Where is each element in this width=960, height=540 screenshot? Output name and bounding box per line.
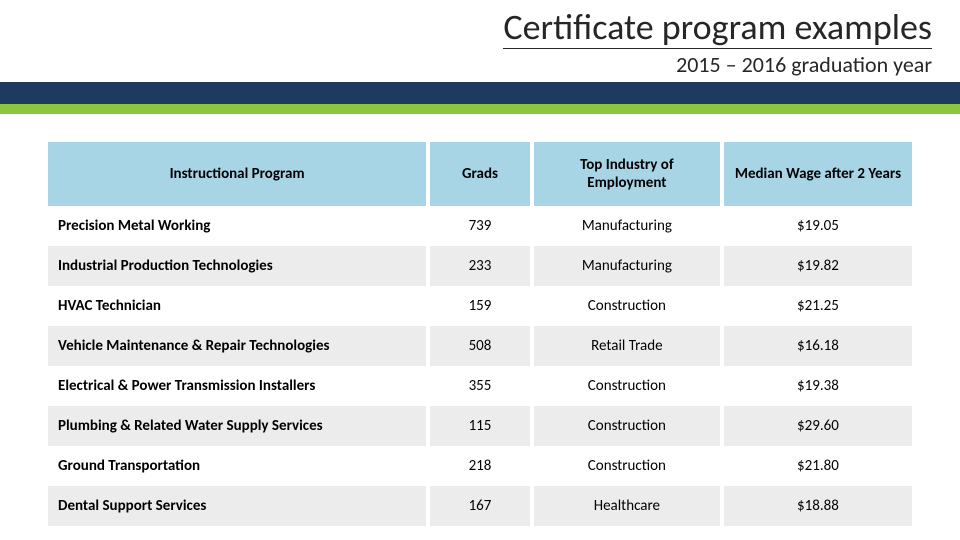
cell-program: Plumbing & Related Water Supply Services <box>48 406 428 446</box>
cell-grads: 739 <box>428 206 532 246</box>
table-row: Precision Metal Working739Manufacturing$… <box>48 206 912 246</box>
cell-program: HVAC Technician <box>48 286 428 326</box>
col-header-grads: Grads <box>428 142 532 206</box>
cell-industry: Construction <box>532 286 722 326</box>
cell-wage: $21.80 <box>722 446 912 486</box>
col-header-program: Instructional Program <box>48 142 428 206</box>
cell-industry: Manufacturing <box>532 206 722 246</box>
cell-grads: 167 <box>428 486 532 526</box>
cell-grads: 355 <box>428 366 532 406</box>
cell-program: Electrical & Power Transmission Installe… <box>48 366 428 406</box>
table-row: Vehicle Maintenance & Repair Technologie… <box>48 326 912 366</box>
slide-header: Certificate program examples 2015 – 2016… <box>0 0 960 114</box>
navy-accent-band <box>0 82 960 104</box>
cell-industry: Construction <box>532 406 722 446</box>
table-container: Instructional Program Grads Top Industry… <box>0 114 960 526</box>
table-row: Industrial Production Technologies233Man… <box>48 246 912 286</box>
table-row: Dental Support Services167Healthcare$18.… <box>48 486 912 526</box>
cell-program: Industrial Production Technologies <box>48 246 428 286</box>
cell-program: Dental Support Services <box>48 486 428 526</box>
page-subtitle: 2015 – 2016 graduation year <box>0 51 932 78</box>
cell-wage: $19.82 <box>722 246 912 286</box>
cell-grads: 233 <box>428 246 532 286</box>
cell-grads: 115 <box>428 406 532 446</box>
col-header-industry: Top Industry of Employment <box>532 142 722 206</box>
cell-grads: 218 <box>428 446 532 486</box>
cell-wage: $16.18 <box>722 326 912 366</box>
table-row: Ground Transportation218Construction$21.… <box>48 446 912 486</box>
cell-program: Precision Metal Working <box>48 206 428 246</box>
table-row: HVAC Technician159Construction$21.25 <box>48 286 912 326</box>
table-header-row: Instructional Program Grads Top Industry… <box>48 142 912 206</box>
cell-wage: $19.38 <box>722 366 912 406</box>
cell-wage: $18.88 <box>722 486 912 526</box>
cell-wage: $21.25 <box>722 286 912 326</box>
cell-grads: 508 <box>428 326 532 366</box>
cell-program: Ground Transportation <box>48 446 428 486</box>
cell-industry: Retail Trade <box>532 326 722 366</box>
cell-wage: $29.60 <box>722 406 912 446</box>
cell-wage: $19.05 <box>722 206 912 246</box>
table-row: Electrical & Power Transmission Installe… <box>48 366 912 406</box>
page-title: Certificate program examples <box>503 8 932 49</box>
cell-grads: 159 <box>428 286 532 326</box>
cell-program: Vehicle Maintenance & Repair Technologie… <box>48 326 428 366</box>
table-body: Precision Metal Working739Manufacturing$… <box>48 206 912 526</box>
cell-industry: Healthcare <box>532 486 722 526</box>
cell-industry: Manufacturing <box>532 246 722 286</box>
cell-industry: Construction <box>532 446 722 486</box>
programs-table: Instructional Program Grads Top Industry… <box>48 142 912 526</box>
col-header-wage: Median Wage after 2 Years <box>722 142 912 206</box>
table-row: Plumbing & Related Water Supply Services… <box>48 406 912 446</box>
green-accent-band <box>0 104 960 114</box>
cell-industry: Construction <box>532 366 722 406</box>
